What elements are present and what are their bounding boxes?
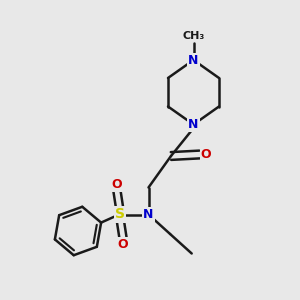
Text: S: S [115,208,125,221]
Text: N: N [188,118,199,131]
Text: N: N [188,53,199,67]
Text: O: O [201,148,212,161]
Text: O: O [118,238,128,251]
Text: CH₃: CH₃ [182,31,205,41]
Text: O: O [112,178,122,191]
Text: N: N [143,208,154,221]
